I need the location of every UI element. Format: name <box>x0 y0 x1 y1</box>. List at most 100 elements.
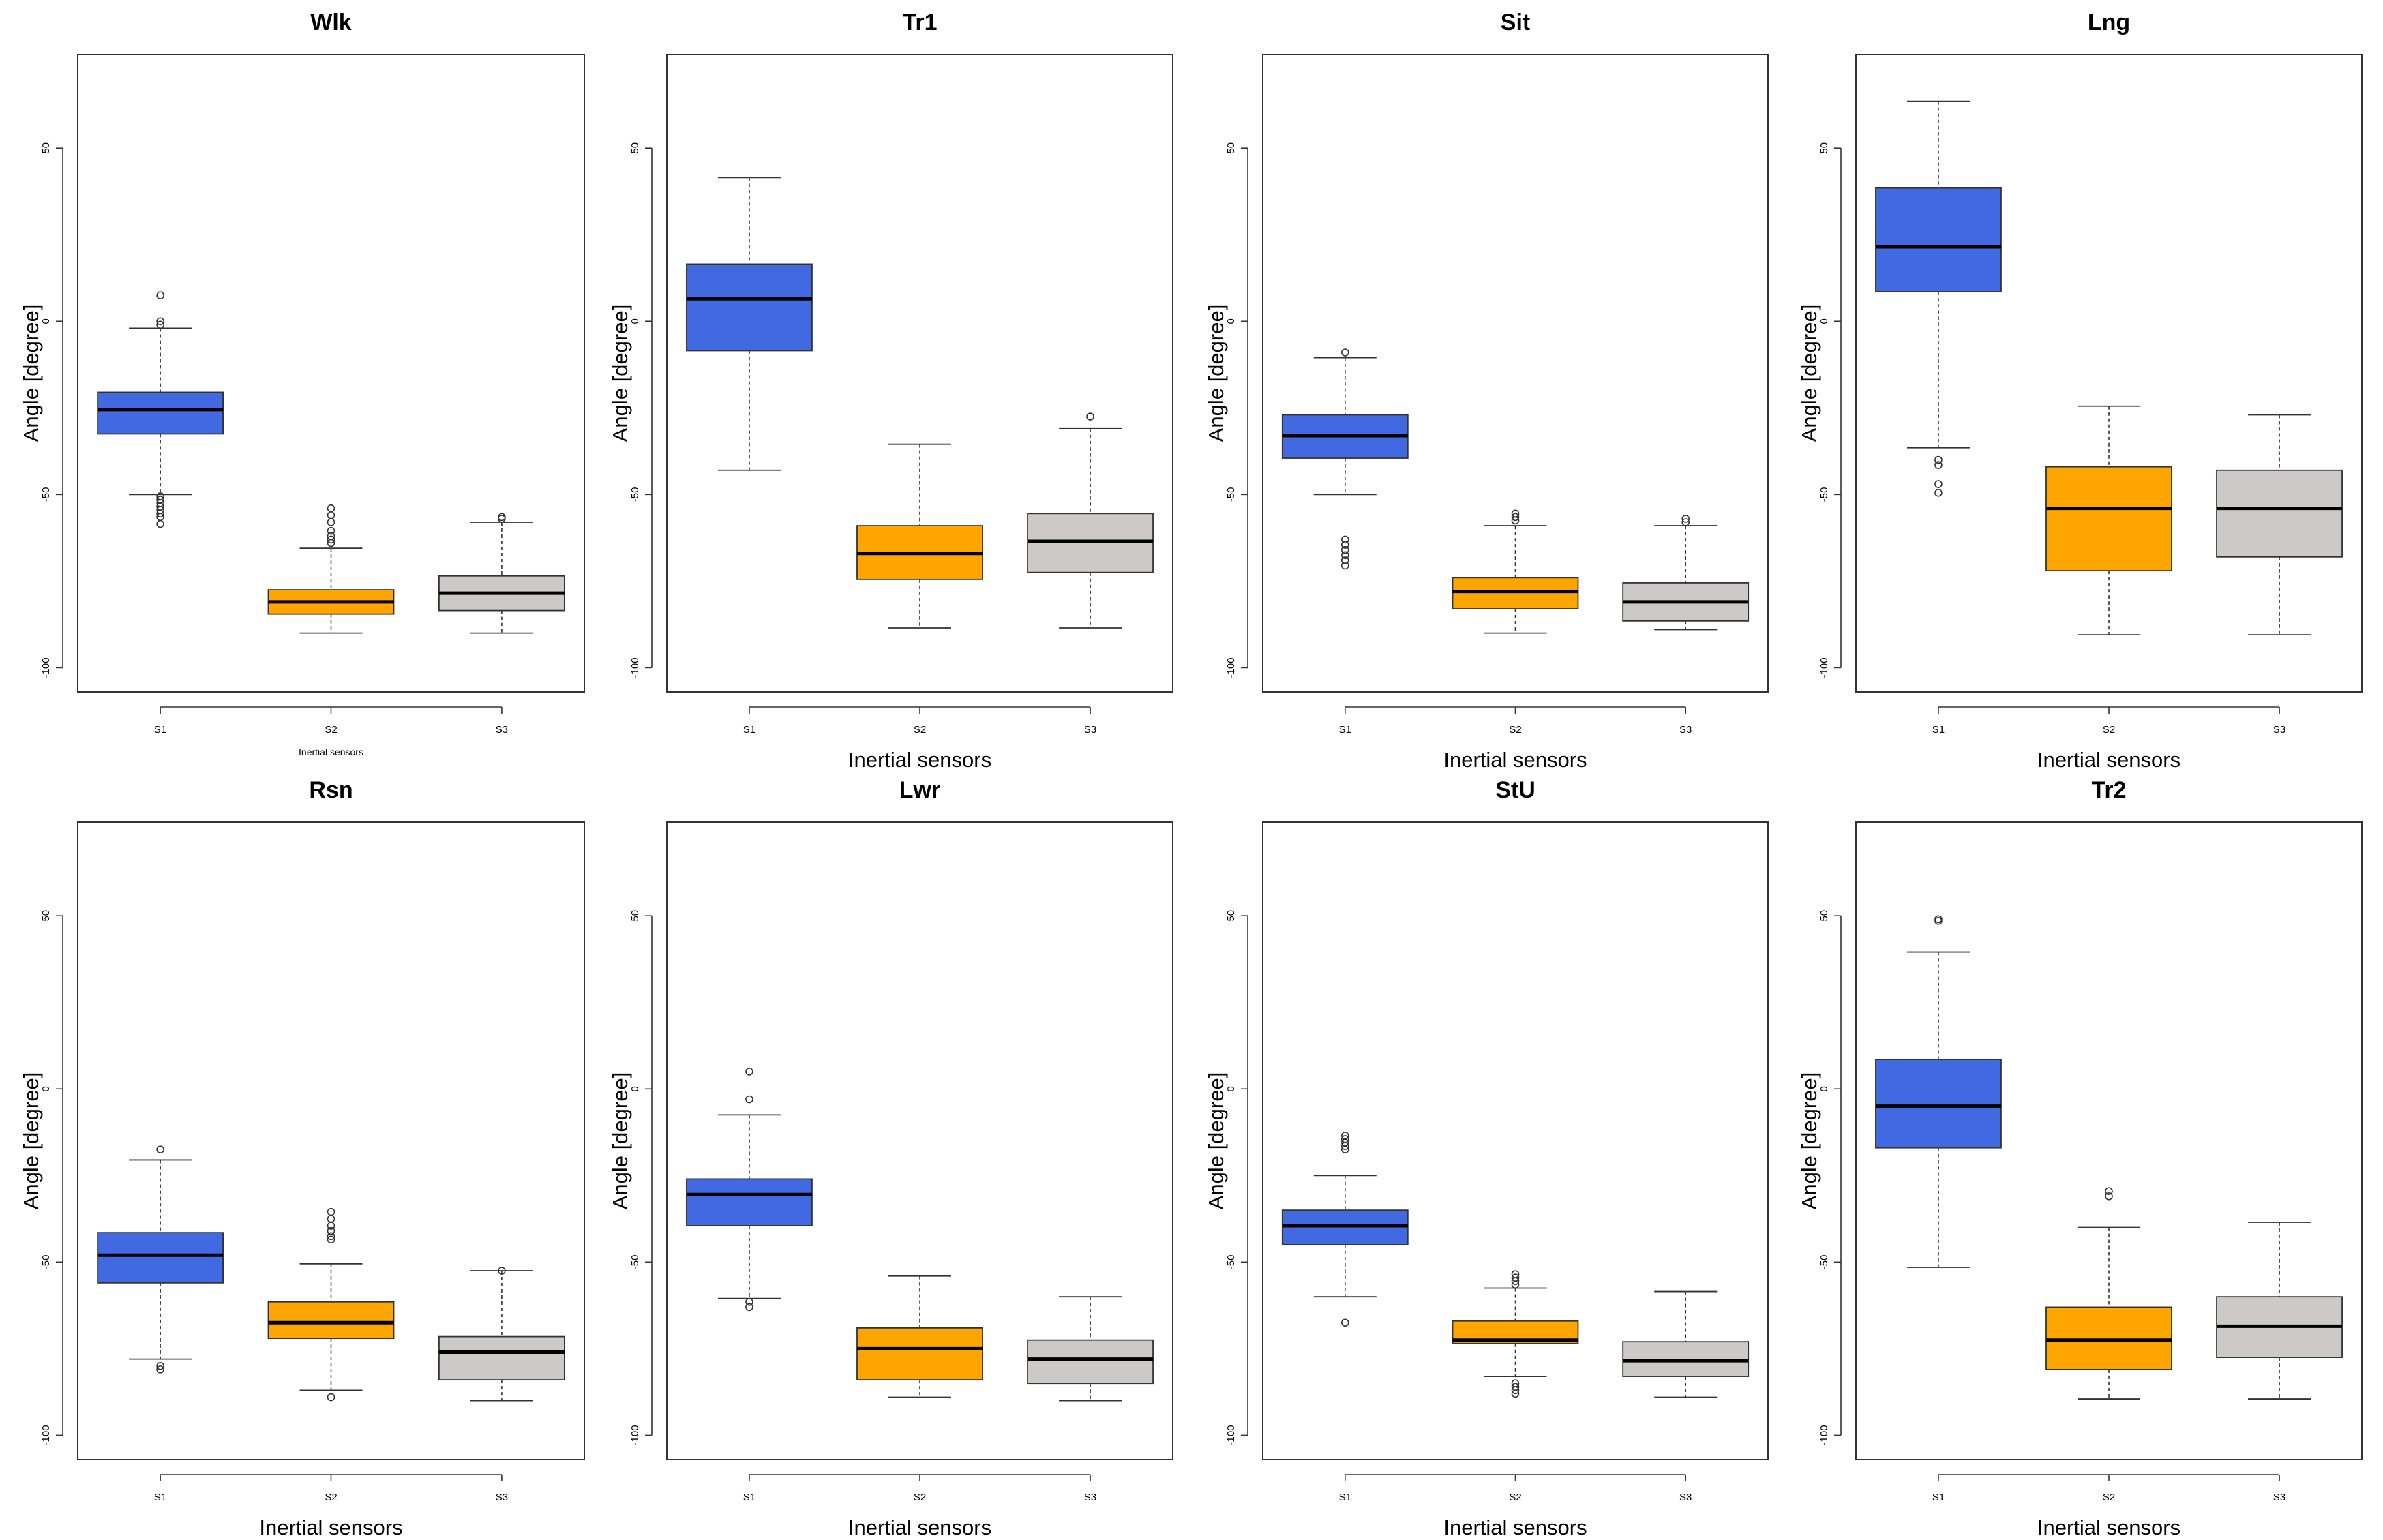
iqr-box <box>97 391 224 435</box>
box-s1 <box>97 1145 224 1374</box>
y-tick-label: -100 <box>1225 657 1237 678</box>
box-s3 <box>2216 1222 2343 1400</box>
plot-frame <box>77 54 585 693</box>
box-s2 <box>267 1207 395 1402</box>
panel-lwr: Lwr Angle [degree] -100 -50 0 50 S1 S2 S3 Inertia… <box>608 777 1173 1539</box>
outlier-point <box>156 291 164 299</box>
iqr-box <box>2045 466 2172 572</box>
y-tick-label: -100 <box>629 1425 641 1445</box>
outlier-point <box>1340 1145 1349 1154</box>
outlier-point <box>745 1068 753 1076</box>
outlier-point <box>156 1365 164 1374</box>
y-tick-label: 0 <box>40 318 52 324</box>
y-tick-label: -50 <box>1818 487 1830 502</box>
outlier-point <box>327 511 335 519</box>
y-axis-label: Angle [degree] <box>1797 305 1821 442</box>
outlier-point <box>1340 551 1349 560</box>
outlier-point <box>1340 535 1349 544</box>
x-tick-label: S2 <box>914 1492 926 1503</box>
box-s1 <box>686 1068 813 1312</box>
x-tick-label: S1 <box>1339 724 1351 736</box>
iqr-box <box>1027 513 1154 573</box>
panel-title: Lng <box>2088 10 2130 35</box>
y-tick-label: 0 <box>40 1086 52 1091</box>
y-tick-label: -50 <box>40 1255 52 1270</box>
outlier-point <box>327 1222 335 1230</box>
outlier-point <box>1681 518 1690 526</box>
iqr-box <box>267 1301 395 1340</box>
panel-title: Wlk <box>310 10 352 35</box>
x-tick-label: S3 <box>496 1492 508 1503</box>
x-tick-label: S1 <box>743 1492 755 1503</box>
y-axis-label: Angle [degree] <box>19 305 43 442</box>
box-s1 <box>1875 915 2002 1268</box>
x-tick-label: S2 <box>325 724 337 736</box>
x-tick-label: S2 <box>325 1492 337 1503</box>
outlier-point <box>327 1215 335 1223</box>
y-tick-label: 50 <box>1225 910 1237 922</box>
iqr-box <box>686 263 813 352</box>
panel-wlk: Wlk Angle [degree] -100 -50 0 50 S1 S2 S3 Inertia… <box>19 10 585 757</box>
outlier-point <box>1934 455 1943 464</box>
x-axis-label: Inertial sensors <box>848 1515 991 1539</box>
panel-title: Rsn <box>309 777 353 803</box>
y-tick-label: 0 <box>1225 1086 1237 1091</box>
outlier-point <box>1086 412 1094 421</box>
x-tick-label: S2 <box>1509 724 1521 736</box>
outlier-point <box>1934 489 1943 497</box>
x-axis-label: Inertial sensors <box>1443 748 1587 772</box>
outlier-point <box>327 535 335 544</box>
outlier-point <box>327 1226 335 1235</box>
y-tick-label: 50 <box>40 910 52 922</box>
outlier-point <box>327 1235 335 1244</box>
box-s1 <box>686 177 813 471</box>
panel-tr2: Tr2 Angle [degree] -100 -50 0 50 S1 S2 S3 Inertia… <box>1797 777 2363 1539</box>
y-tick-label: -50 <box>1225 487 1237 502</box>
panel-sit: Sit Angle [degree] -100 -50 0 50 S1 S2 S3 Inertia… <box>1204 10 1769 772</box>
x-axis-label: Inertial sensors <box>2037 1515 2180 1539</box>
outlier-point <box>327 1232 335 1241</box>
panel-rsn: Rsn Angle [degree] -100 -50 0 50 S1 S2 S3 Inertia… <box>19 777 585 1539</box>
panel-title: StU <box>1495 777 1535 803</box>
y-tick-label: 50 <box>1225 142 1237 154</box>
iqr-box <box>1875 1059 2002 1149</box>
outlier-point <box>156 1361 164 1370</box>
y-tick-label: -100 <box>1818 657 1830 678</box>
outlier-point <box>156 320 164 329</box>
outlier-point <box>156 317 164 326</box>
outlier-point <box>1340 556 1349 564</box>
x-tick-label: S1 <box>1932 1492 1945 1503</box>
outlier-point <box>745 1303 753 1312</box>
outlier-point <box>1340 541 1349 549</box>
x-tick-label: S1 <box>1932 724 1945 736</box>
y-axis-label: Angle [degree] <box>1797 1072 1821 1210</box>
box-s3 <box>1027 412 1154 629</box>
x-tick-label: S3 <box>1679 1492 1692 1503</box>
y-tick-label: -100 <box>40 1425 52 1445</box>
outlier-point <box>1340 1318 1349 1327</box>
box-s3 <box>1027 1296 1154 1402</box>
outlier-point <box>327 504 335 513</box>
plot-frame <box>1262 821 1769 1460</box>
y-tick-label: 0 <box>629 1086 641 1091</box>
x-tick-label: S3 <box>1679 724 1692 736</box>
iqr-box <box>1027 1339 1154 1385</box>
outlier-point <box>1934 915 1943 924</box>
outlier-point <box>2105 1187 2113 1195</box>
box-s3 <box>438 513 565 634</box>
y-tick-label: 50 <box>1818 910 1830 922</box>
x-tick-label: S1 <box>154 1492 166 1503</box>
outlier-point <box>498 515 506 523</box>
plot-frame <box>77 821 585 1460</box>
box-s3 <box>2216 414 2343 636</box>
outlier-point <box>2105 1192 2113 1201</box>
panel-title: Tr2 <box>2091 777 2126 803</box>
y-tick-label: 50 <box>629 142 641 154</box>
x-axis-label: Inertial sensors <box>1443 1515 1587 1539</box>
x-tick-label: S2 <box>914 724 926 736</box>
box-s1 <box>1875 100 2002 497</box>
x-tick-label: S3 <box>1084 724 1096 736</box>
y-tick-label: -100 <box>1225 1425 1237 1445</box>
x-tick-label: S2 <box>1509 1492 1521 1503</box>
